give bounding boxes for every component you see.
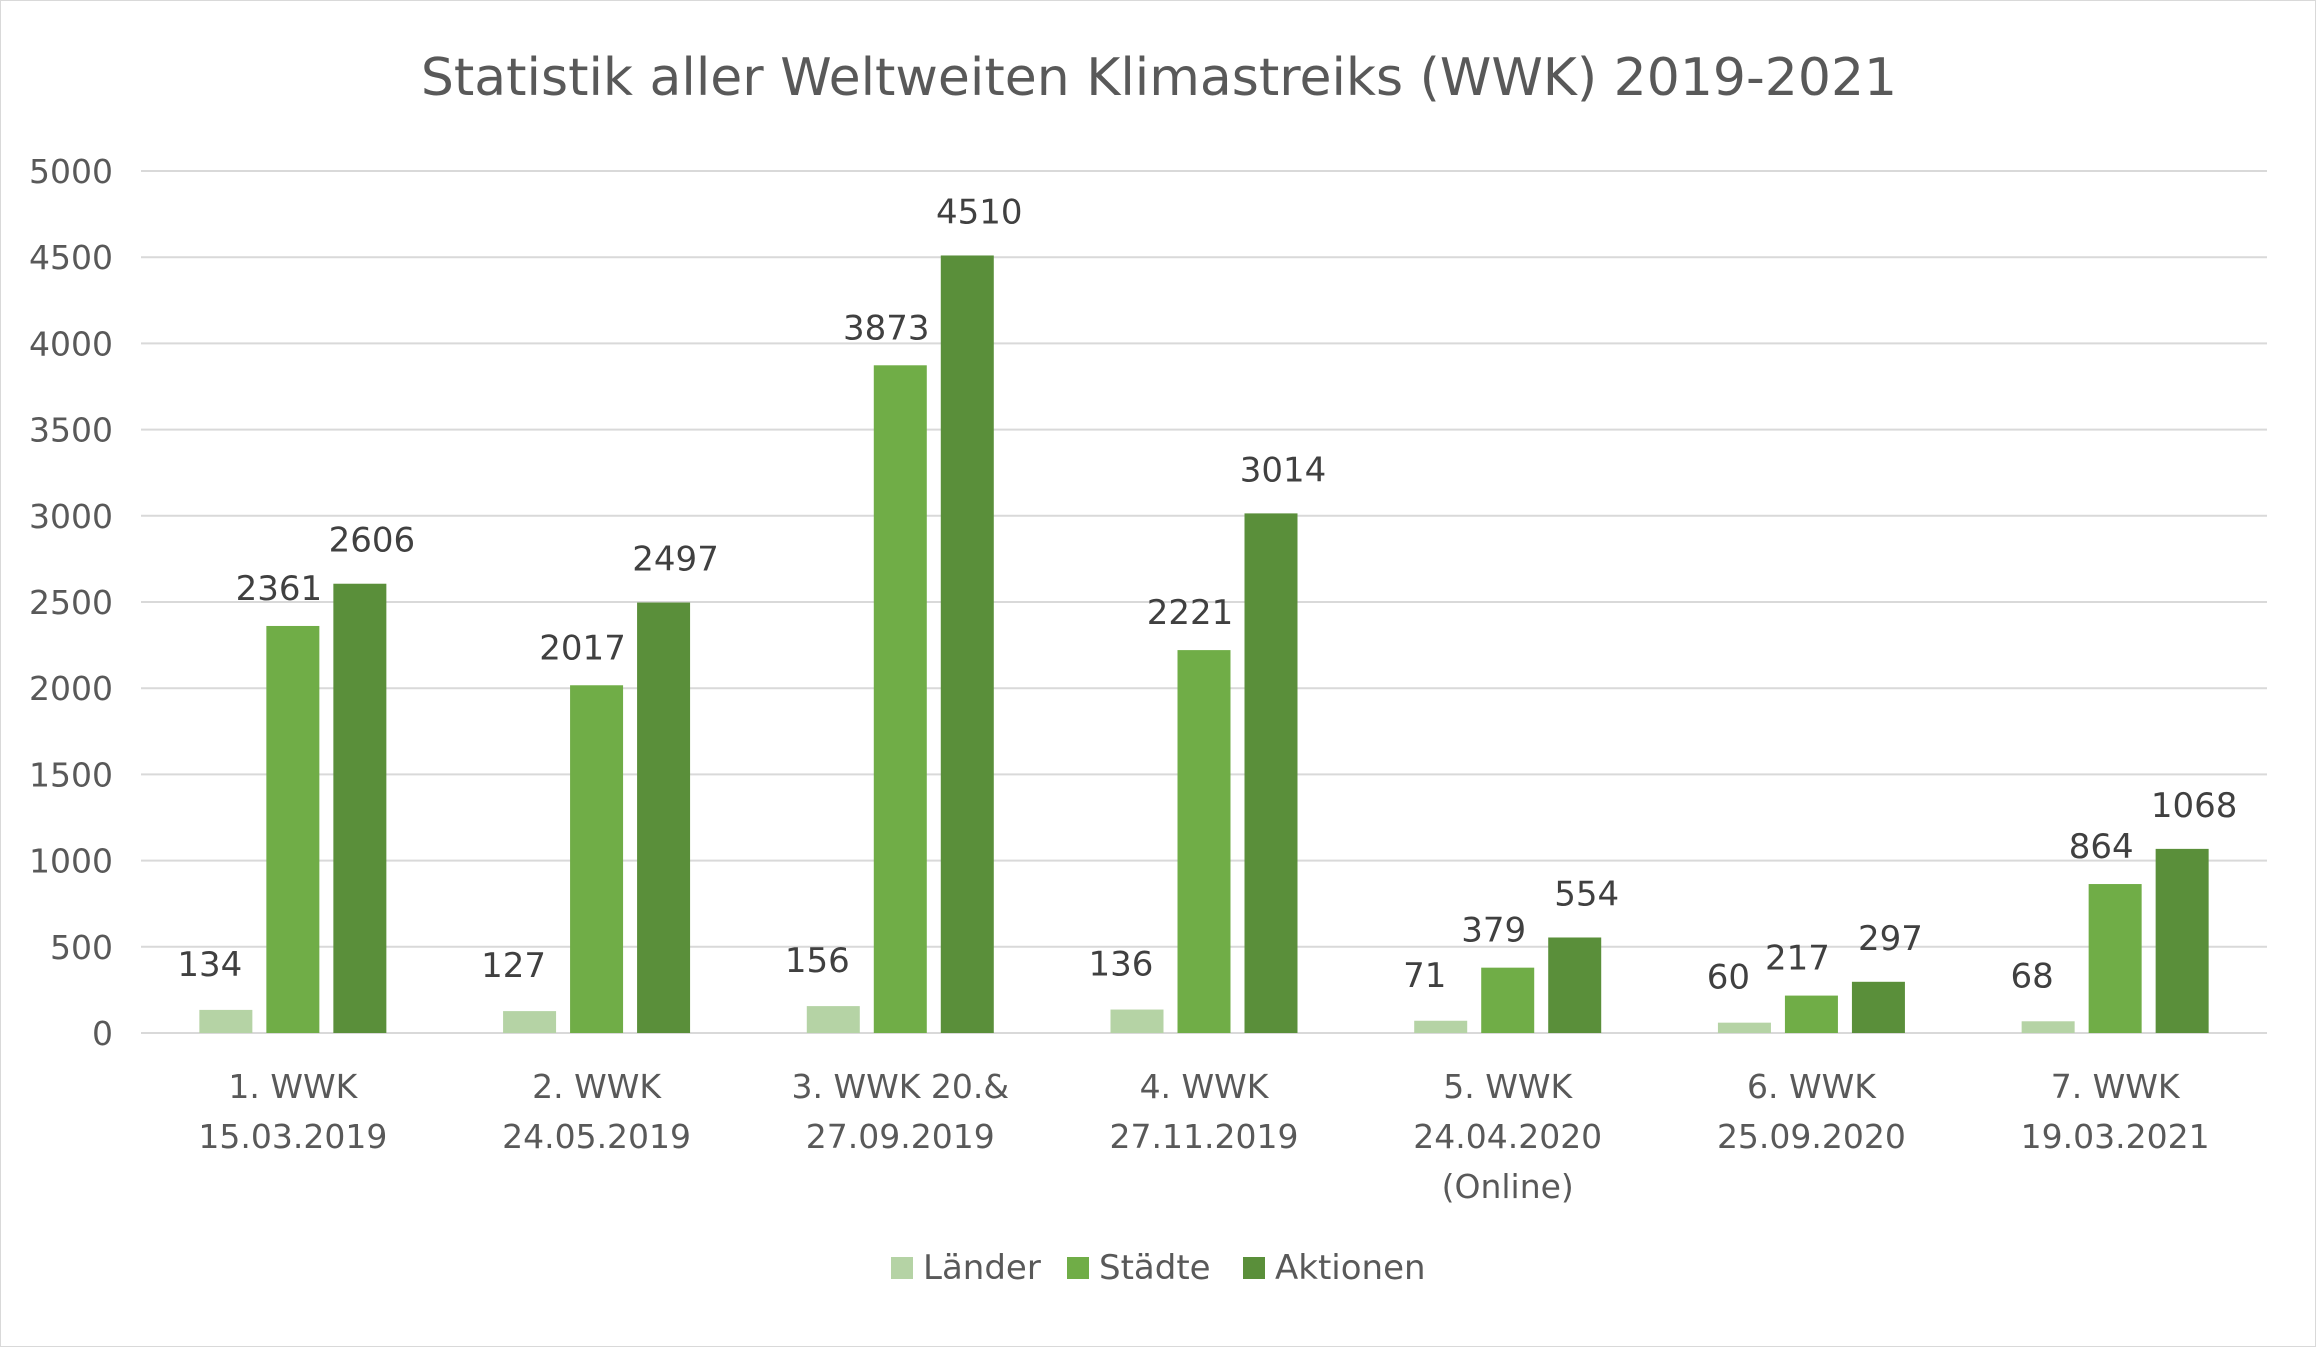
legend-label: Länder: [923, 1248, 1041, 1288]
bar-aktionen-5: [1548, 937, 1602, 1033]
legend-swatch: [891, 1257, 913, 1279]
bar-lnder-6: [1717, 1022, 1771, 1033]
y-tick-label: 4000: [29, 324, 113, 363]
data-label: 2017: [539, 628, 626, 668]
x-tick-label: 3. WWK 20.&: [791, 1067, 1009, 1106]
x-tick-label: 27.09.2019: [806, 1117, 995, 1156]
legend-swatch: [1243, 1257, 1265, 1279]
data-label: 127: [481, 946, 546, 986]
x-tick-label: 1. WWK: [228, 1067, 358, 1106]
y-tick-label: 1000: [29, 842, 113, 881]
y-axis-tick-labels: 0 500 1000 1500 2000 2500 3000 3500 4000 4500 5000: [29, 152, 113, 1053]
legend-label: Aktionen: [1275, 1248, 1426, 1288]
x-tick-label: 7. WWK: [2051, 1067, 2181, 1106]
data-label: 156: [785, 941, 850, 981]
data-label: 379: [1461, 911, 1526, 951]
data-label: 217: [1765, 939, 1830, 979]
x-tick-label: 19.03.2021: [2021, 1117, 2210, 1156]
x-tick-label: 24.05.2019: [502, 1117, 691, 1156]
bar-stdte-3: [873, 365, 927, 1033]
bar-aktionen-7: [2155, 848, 2209, 1033]
bar-aktionen-6: [1851, 981, 1905, 1033]
data-label: 2221: [1147, 593, 1234, 633]
chart-title: Statistik aller Weltweiten Klimastreiks …: [421, 48, 1897, 108]
x-tick-label: 4. WWK: [1140, 1067, 1270, 1106]
data-label: 68: [2011, 956, 2054, 996]
y-tick-label: 2500: [29, 583, 113, 622]
x-tick-label: 15.03.2019: [198, 1117, 387, 1156]
bar-lnder-1: [199, 1009, 253, 1033]
bar-stdte-5: [1481, 967, 1535, 1033]
x-axis-category-labels: 1. WWK 15.03.2019 2. WWK 24.05.2019 3. WWK 2…: [198, 1067, 2209, 1206]
y-tick-label: 4500: [29, 238, 113, 277]
legend-swatch: [1067, 1257, 1089, 1279]
bar-stdte-2: [570, 685, 624, 1033]
bar-lnder-7: [2021, 1021, 2075, 1033]
bar-aktionen-3: [940, 255, 994, 1033]
data-label: 554: [1554, 874, 1619, 914]
y-tick-label: 500: [50, 928, 113, 967]
data-label: 3873: [843, 308, 930, 348]
y-tick-label: 3000: [29, 497, 113, 536]
data-label: 1068: [2151, 786, 2238, 826]
x-tick-label: (Online): [1442, 1167, 1574, 1206]
bars: [199, 255, 2209, 1033]
bar-aktionen-4: [1244, 513, 1298, 1033]
y-tick-label: 5000: [29, 152, 113, 191]
legend-label: Städte: [1099, 1248, 1211, 1288]
x-tick-label: 27.11.2019: [1110, 1117, 1299, 1156]
bar-aktionen-1: [333, 583, 387, 1033]
data-label: 3014: [1240, 450, 1327, 490]
bar-lnder-4: [1110, 1009, 1164, 1033]
bar-stdte-7: [2088, 884, 2142, 1033]
data-label: 2497: [632, 540, 719, 580]
data-label: 60: [1707, 958, 1750, 998]
legend: Länder Städte Aktionen: [891, 1248, 1426, 1288]
y-tick-label: 0: [92, 1014, 113, 1053]
y-tick-label: 1500: [29, 755, 113, 794]
bar-lnder-2: [503, 1011, 557, 1033]
bar-stdte-4: [1177, 650, 1231, 1033]
bar-aktionen-2: [637, 602, 691, 1033]
data-label: 134: [177, 945, 242, 985]
data-label: 71: [1403, 956, 1446, 996]
bar-lnder-5: [1414, 1020, 1468, 1033]
data-label: 2606: [329, 521, 416, 561]
x-tick-label: 25.09.2020: [1717, 1117, 1906, 1156]
data-label: 136: [1089, 945, 1154, 985]
bar-stdte-1: [266, 625, 320, 1033]
data-label: 297: [1858, 919, 1923, 959]
x-tick-label: 2. WWK: [532, 1067, 662, 1106]
x-tick-label: 24.04.2020: [1413, 1117, 1602, 1156]
data-label: 864: [2069, 827, 2134, 867]
data-label: 4510: [936, 192, 1023, 232]
x-tick-label: 6. WWK: [1747, 1067, 1877, 1106]
y-tick-label: 2000: [29, 669, 113, 708]
x-tick-label: 5. WWK: [1443, 1067, 1573, 1106]
bar-stdte-6: [1784, 995, 1838, 1033]
data-label: 2361: [236, 569, 323, 609]
y-tick-label: 3500: [29, 411, 113, 450]
bar-lnder-3: [806, 1006, 860, 1033]
